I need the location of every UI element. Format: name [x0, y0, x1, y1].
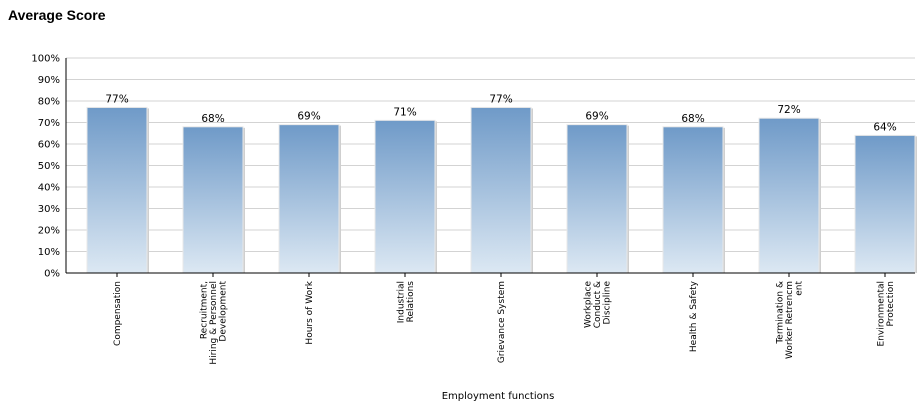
x-tick-label-line: ent: [795, 281, 805, 296]
x-tick-label-line: Hours of Work: [305, 280, 315, 344]
bar-value-label: 69%: [297, 111, 320, 123]
bar: [566, 124, 628, 274]
x-tick-label: IndustrialRelations: [396, 281, 416, 324]
bar: [758, 117, 820, 274]
x-axis-title: Employment functions: [442, 391, 555, 402]
x-tick-label: Grievance System: [497, 281, 507, 363]
chart-title: Average Score: [8, 7, 106, 23]
y-tick-label: 90%: [38, 75, 60, 86]
x-tick-label-line: Conduct &: [593, 281, 603, 328]
bar: [662, 126, 724, 274]
x-tick-label: Compensation: [113, 281, 123, 346]
bar: [278, 124, 340, 274]
y-tick-label: 10%: [38, 247, 60, 258]
x-tick-label: EnvironmentalProtection: [876, 281, 896, 346]
x-tick-label: Hours of Work: [305, 280, 315, 344]
y-tick-label: 40%: [38, 183, 60, 194]
x-tick-label-line: Compensation: [113, 281, 123, 346]
bar-value-label: 64%: [873, 121, 896, 133]
x-tick-label: Termination &Worker Retrencment: [776, 281, 805, 359]
x-tick-label-line: Relations: [406, 281, 416, 323]
y-tick-label: 30%: [38, 204, 60, 215]
y-tick-label: 0%: [44, 269, 60, 280]
x-tick-label-line: Health & Safety: [689, 280, 699, 352]
y-tick-label: 100%: [31, 54, 60, 65]
x-tick-label-line: Hiring & Personnel: [209, 281, 219, 365]
x-tick-label-line: Workplace: [584, 281, 594, 328]
y-tick-label: 20%: [38, 226, 60, 237]
y-tick-label: 70%: [38, 118, 60, 129]
x-tick-label-line: Worker Retrencm: [785, 281, 795, 359]
x-tick-label: WorkplaceConduct &Discipline: [584, 281, 613, 329]
bar-value-label: 72%: [777, 104, 800, 116]
bar-value-label: 69%: [585, 111, 608, 123]
x-tick-label-line: Discipline: [603, 281, 613, 325]
x-tick-label-line: Development: [219, 281, 229, 342]
bar: [86, 106, 148, 274]
y-tick-label: 80%: [38, 97, 60, 108]
x-tick-label-line: Industrial: [396, 281, 406, 323]
bar-value-label: 68%: [201, 113, 224, 125]
x-tick-label: Recruitment,Hiring & PersonnelDevelopmen…: [200, 281, 229, 365]
x-tick-label-line: Protection: [886, 281, 896, 327]
bar-value-label: 77%: [105, 93, 128, 105]
y-tick-label: 60%: [38, 140, 60, 151]
bar: [374, 119, 436, 274]
y-tick-label: 50%: [38, 161, 60, 172]
bar: [470, 106, 532, 274]
x-tick-label: Health & Safety: [689, 280, 699, 352]
bar: [182, 126, 244, 274]
x-tick-label-line: Termination &: [776, 281, 786, 345]
x-tick-label-line: Recruitment,: [200, 281, 210, 339]
bar: [854, 134, 916, 274]
bar-value-label: 77%: [489, 93, 512, 105]
bar-value-label: 68%: [681, 113, 704, 125]
x-tick-label-line: Environmental: [876, 281, 886, 346]
x-tick-label-line: Grievance System: [497, 281, 507, 363]
bar-value-label: 71%: [393, 106, 416, 118]
